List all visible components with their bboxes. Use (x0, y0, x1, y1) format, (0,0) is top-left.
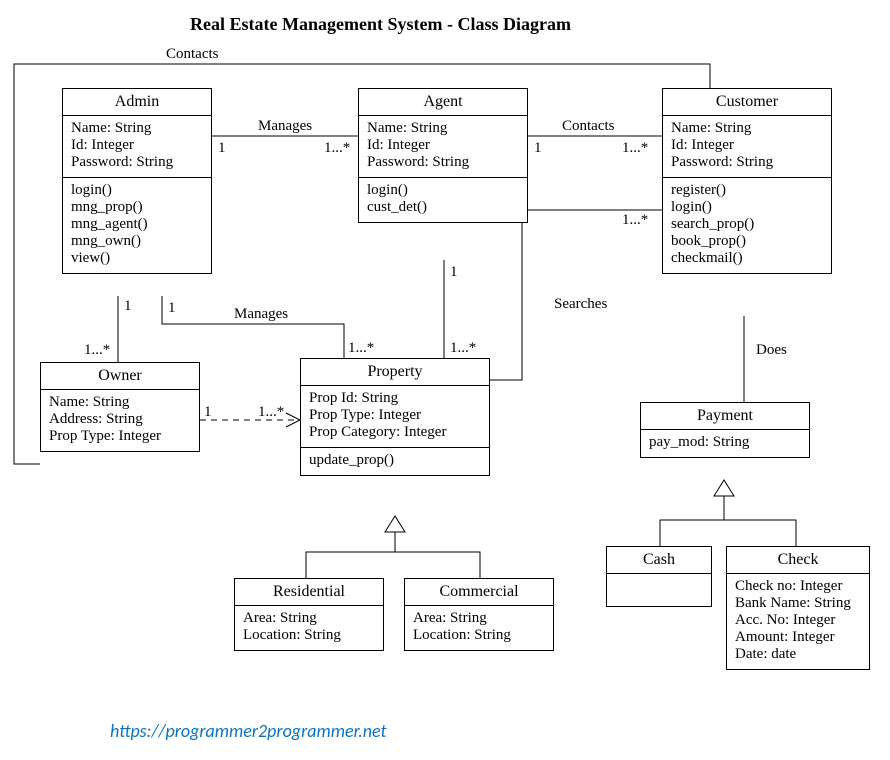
edge-agent_customer-label: Contacts (562, 118, 615, 135)
edge-agent_customer-mult-from: 1 (534, 140, 542, 157)
class-check-name: Check (727, 547, 869, 574)
footer-link[interactable]: https://programmer2programmer.net (110, 720, 387, 742)
edge-admin_agent-label: Manages (258, 118, 312, 135)
edge-admin_property-mult-to: 1...* (348, 340, 374, 357)
class-customer: CustomerName: String Id: Integer Passwor… (662, 88, 832, 274)
class-property-name: Property (301, 359, 489, 386)
edge-customer_property-label: Searches (554, 296, 607, 313)
class-residential-name: Residential (235, 579, 383, 606)
class-agent-attributes: Name: String Id: Integer Password: Strin… (359, 116, 527, 178)
class-check: CheckCheck no: Integer Bank Name: String… (726, 546, 870, 670)
class-residential-attributes: Area: String Location: String (235, 606, 383, 650)
edge-admin_owner-mult-from: 1 (124, 298, 132, 315)
class-admin-methods: login() mng_prop() mng_agent() mng_own()… (63, 178, 211, 273)
class-property: PropertyProp Id: String Prop Type: Integ… (300, 358, 490, 476)
edge-property_subclasses-generalization-icon (385, 516, 405, 532)
class-cash: Cash (606, 546, 712, 607)
class-property-methods: update_prop() (301, 448, 489, 475)
class-payment: Paymentpay_mod: String (640, 402, 810, 458)
class-commercial-name: Commercial (405, 579, 553, 606)
class-owner: OwnerName: String Address: String Prop T… (40, 362, 200, 452)
edge-admin_owner-mult-to: 1...* (84, 342, 110, 359)
class-customer-attributes: Name: String Id: Integer Password: Strin… (663, 116, 831, 178)
class-residential: ResidentialArea: String Location: String (234, 578, 384, 651)
class-admin-attributes: Name: String Id: Integer Password: Strin… (63, 116, 211, 178)
diagram-canvas: Real Estate Management System - Class Di… (0, 0, 890, 760)
class-owner-attributes: Name: String Address: String Prop Type: … (41, 390, 199, 451)
class-cash-name: Cash (607, 547, 711, 574)
class-payment-name: Payment (641, 403, 809, 430)
class-owner-name: Owner (41, 363, 199, 390)
class-commercial: CommercialArea: String Location: String (404, 578, 554, 651)
edge-owner_customer_contacts-label: Contacts (166, 46, 219, 63)
edge-agent_property-mult-to: 1...* (450, 340, 476, 357)
class-agent: AgentName: String Id: Integer Password: … (358, 88, 528, 223)
class-cash-attributes (607, 574, 711, 606)
edge-customer_property-mult-from: 1...* (622, 212, 648, 229)
edge-agent_property-mult-from: 1 (450, 264, 458, 281)
edge-agent_customer-mult-to: 1...* (622, 140, 648, 157)
class-check-attributes: Check no: Integer Bank Name: String Acc.… (727, 574, 869, 669)
edge-owner_property_has-mult-to: 1...* (258, 404, 284, 421)
edge-admin_property-label: Manages (234, 306, 288, 323)
edge-admin_agent-mult-to: 1...* (324, 140, 350, 157)
class-customer-methods: register() login() search_prop() book_pr… (663, 178, 831, 273)
edge-owner_property_has-mult-from: 1 (204, 404, 212, 421)
class-customer-name: Customer (663, 89, 831, 116)
class-payment-attributes: pay_mod: String (641, 430, 809, 457)
class-admin-name: Admin (63, 89, 211, 116)
edge-customer_property (490, 210, 662, 380)
edge-payment_subclasses-generalization-icon (714, 480, 734, 496)
edge-admin_agent-mult-from: 1 (218, 140, 226, 157)
class-admin: AdminName: String Id: Integer Password: … (62, 88, 212, 274)
class-agent-methods: login() cust_det() (359, 178, 527, 222)
edge-admin_property-mult-from: 1 (168, 300, 176, 317)
class-property-attributes: Prop Id: String Prop Type: Integer Prop … (301, 386, 489, 448)
edge-customer_payment-label: Does (756, 342, 787, 359)
class-commercial-attributes: Area: String Location: String (405, 606, 553, 650)
class-agent-name: Agent (359, 89, 527, 116)
